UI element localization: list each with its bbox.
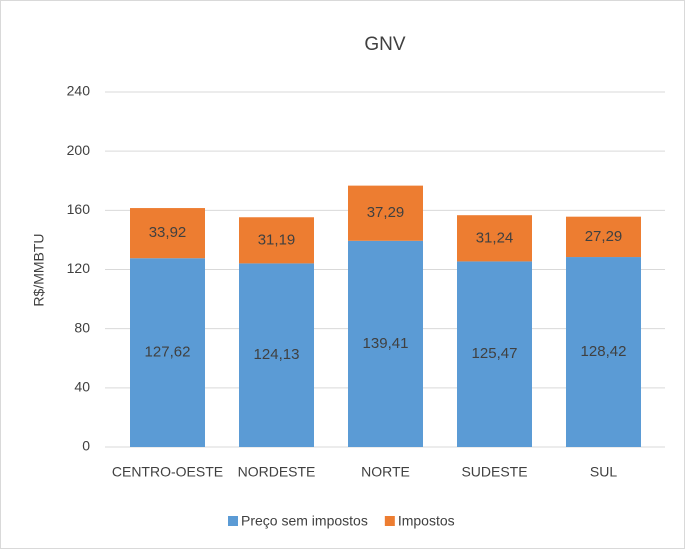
y-tick-label: 160 — [67, 201, 91, 217]
bar-segment — [130, 258, 205, 447]
y-tick-label: 240 — [67, 83, 91, 99]
x-tick-label: NORDESTE — [238, 464, 316, 480]
data-label: 31,19 — [258, 231, 296, 248]
bar-segment — [348, 240, 423, 447]
data-label: 31,24 — [476, 229, 514, 246]
chart-title: GNV — [364, 34, 406, 55]
data-label: 27,29 — [585, 228, 623, 245]
x-tick-label: SUDESTE — [461, 464, 527, 480]
x-tick-label: NORTE — [361, 464, 410, 480]
data-label: 125,47 — [472, 345, 518, 362]
bar-segment — [130, 208, 205, 259]
bar-segment — [239, 217, 314, 264]
data-label: 127,62 — [145, 344, 191, 361]
data-label: 139,41 — [363, 335, 409, 352]
data-label: 37,29 — [367, 204, 405, 221]
y-tick-label: 120 — [67, 260, 91, 276]
legend-label: Impostos — [398, 513, 455, 529]
bar-segment — [566, 216, 641, 258]
bar-segment — [239, 263, 314, 447]
data-label: 124,13 — [254, 346, 300, 363]
legend-swatch — [228, 516, 238, 526]
y-axis-label: R$/MMBTU — [31, 233, 47, 306]
bar-segment — [457, 261, 532, 447]
legend-label: Preço sem impostos — [241, 513, 368, 529]
legend-swatch — [384, 516, 395, 526]
y-tick-label: 200 — [67, 142, 91, 158]
x-tick-label: SUL — [590, 464, 617, 480]
bar-segment — [457, 215, 532, 262]
data-label: 128,42 — [581, 343, 627, 360]
y-tick-label: 80 — [74, 319, 90, 335]
y-tick-label: 40 — [74, 379, 90, 395]
bar-segment — [566, 257, 641, 447]
bar-segment — [348, 185, 423, 241]
data-label: 33,92 — [149, 224, 187, 241]
y-tick-label: 0 — [82, 438, 90, 454]
x-tick-label: CENTRO-OESTE — [112, 464, 223, 480]
